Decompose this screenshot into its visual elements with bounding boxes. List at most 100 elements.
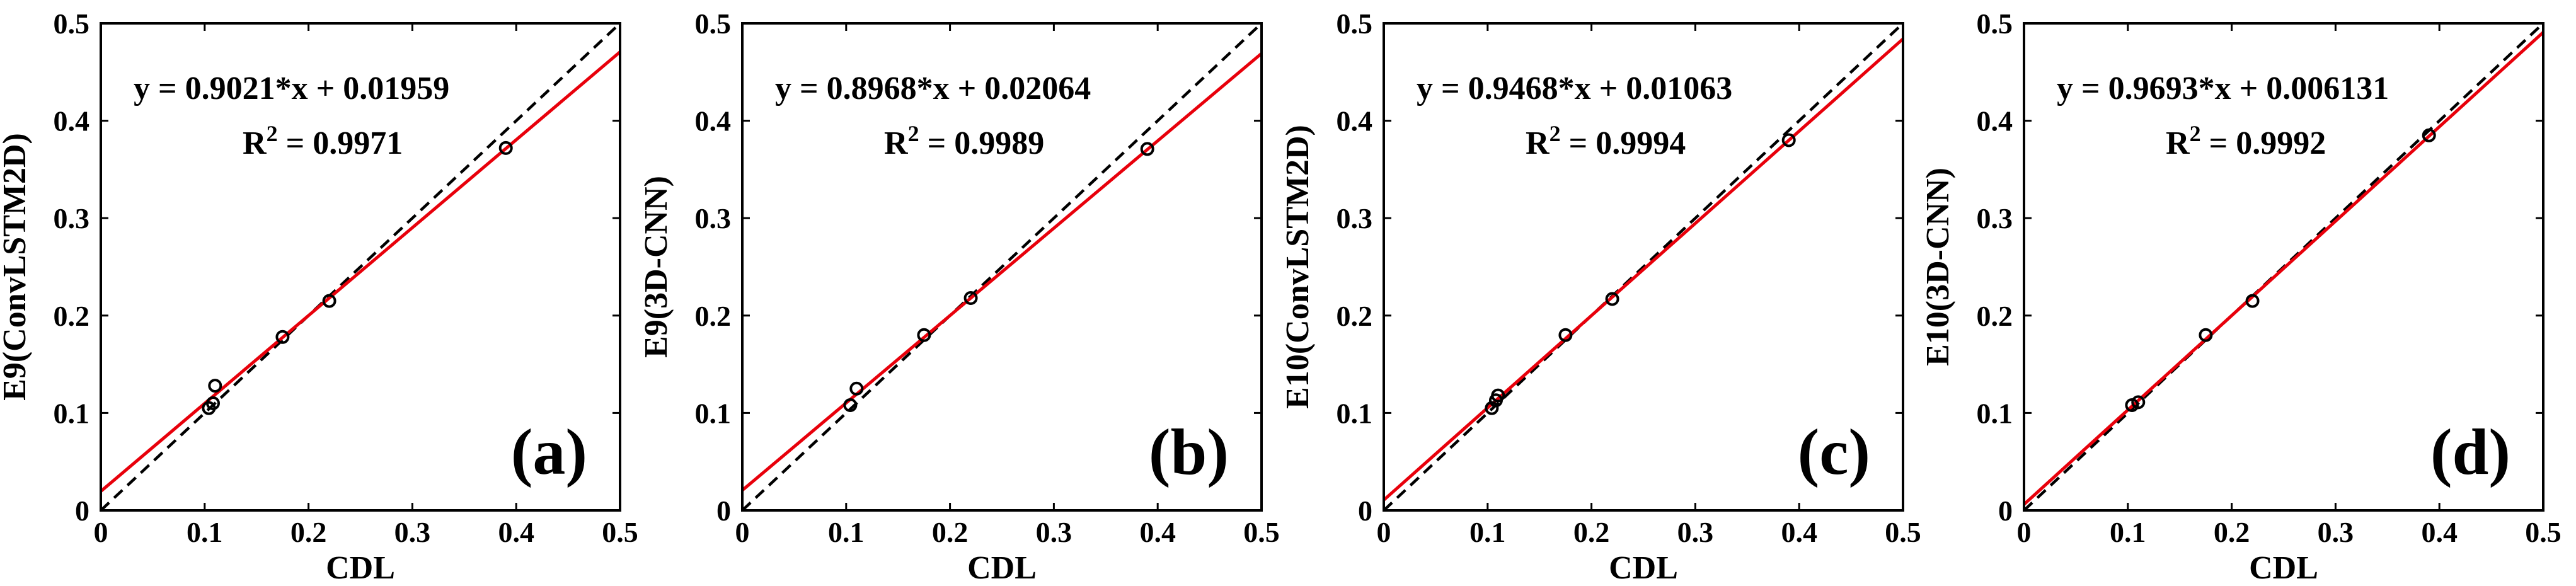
y-tick-label: 0.4 [1337, 105, 1373, 137]
x-tick-label: 0.1 [828, 516, 865, 548]
x-tick-label: 0.4 [498, 516, 534, 548]
y-tick-label: 0.5 [695, 8, 732, 40]
x-tick-label: 0.1 [187, 516, 223, 548]
panel-label: (d) [2430, 416, 2510, 488]
r-squared: R2 = 0.9971 [243, 121, 403, 161]
data-point [1558, 328, 1573, 342]
y-tick-label: 0.3 [1977, 202, 2013, 234]
x-tick-label: 0.2 [932, 516, 969, 548]
y-tick-label: 0.5 [54, 8, 90, 40]
r-squared-superscript: 2 [267, 121, 278, 146]
data-point [2245, 294, 2260, 308]
y-tick-label: 0.1 [54, 397, 90, 429]
fit-equation: y = 0.8968*x + 0.02064 [775, 71, 1091, 106]
x-tick-label: 0.2 [1573, 516, 1610, 548]
data-point [322, 294, 336, 308]
y-axis-label: E9(ConvLSTM2D) [0, 133, 33, 401]
y-tick-label: 0.5 [1337, 8, 1373, 40]
y-tick-label: 0 [1358, 495, 1372, 527]
x-axis-label: CDL [1609, 550, 1678, 586]
y-axis-label: E10(ConvLSTM2D) [1280, 125, 1316, 409]
panel-label: (b) [1149, 416, 1229, 488]
y-tick-label: 0.4 [1977, 105, 2013, 137]
y-tick-label: 0.3 [695, 202, 732, 234]
data-point [843, 398, 858, 413]
x-axis-label: CDL [326, 550, 395, 586]
x-tick-label: 0.5 [2525, 516, 2562, 548]
y-tick-label: 0 [75, 495, 89, 527]
r-squared-superscript: 2 [1550, 121, 1561, 146]
y-tick-label: 0.1 [1337, 397, 1373, 429]
panel-b: 0 0.1 0.2 0.3 0.4 0.5 0 0.1 0.2 0.3 0.4 0.5 y = 0.89… [638, 8, 1280, 586]
r-squared-superscript: 2 [2190, 121, 2201, 146]
y-tick-label: 0 [1998, 495, 2013, 527]
x-tick-label: 0.4 [2421, 516, 2458, 548]
data-point [205, 396, 220, 410]
y-tick-label: 0.1 [695, 397, 732, 429]
y-axis-label: E10(3D-CNN) [1920, 168, 1956, 366]
r-squared: R2 = 0.9992 [2166, 121, 2326, 161]
y-tick-label: 0.2 [54, 300, 90, 332]
axes-frame [1383, 22, 1904, 512]
x-tick-label: 0 [2017, 516, 2032, 548]
r-squared-label: R [884, 125, 909, 161]
r-squared-label: R [2166, 125, 2190, 161]
x-tick-label: 0.4 [1781, 516, 1817, 548]
y-tick-label: 0.1 [1977, 397, 2013, 429]
y-tick-label: 0.4 [54, 105, 90, 137]
y-axis-label: E9(3D-CNN) [638, 176, 674, 358]
data-point [1781, 133, 1796, 147]
r-squared-value: = 0.9971 [278, 125, 403, 161]
x-tick-label: 0.5 [602, 516, 638, 548]
y-tick-label: 0 [716, 495, 731, 527]
panel-label: (c) [1798, 416, 1870, 488]
x-tick-label: 0.1 [2110, 516, 2146, 548]
r-squared: R2 = 0.9989 [884, 121, 1044, 161]
r-squared-superscript: 2 [908, 121, 919, 146]
fit-equation: y = 0.9693*x + 0.006131 [2057, 71, 2389, 106]
data-point [2131, 395, 2146, 410]
x-tick-label: 0.3 [1677, 516, 1714, 548]
r-squared-value: = 0.9994 [1561, 125, 1686, 161]
x-axis-label: CDL [2249, 550, 2318, 586]
fit-equation: y = 0.9468*x + 0.01063 [1417, 71, 1732, 106]
x-tick-label: 0.2 [290, 516, 327, 548]
r-squared-value: = 0.9992 [2201, 125, 2326, 161]
y-tick-label: 0.3 [54, 202, 90, 234]
data-point [963, 290, 978, 305]
data-point [1491, 388, 1505, 403]
fit-line [741, 52, 1263, 492]
panel-d: 0 0.1 0.2 0.3 0.4 0.5 0 0.1 0.2 0.3 0.4 0.5 y = 0.96… [1920, 8, 2562, 586]
data-point [849, 381, 864, 396]
x-tick-label: 0 [735, 516, 750, 548]
x-axis-label: CDL [967, 550, 1037, 586]
identity-line [1383, 22, 1904, 512]
panel-label: (a) [511, 416, 587, 488]
data-point [1140, 142, 1154, 156]
identity-line [741, 22, 1263, 512]
x-tick-label: 0.3 [2318, 516, 2354, 548]
data-point [1605, 292, 1619, 306]
x-tick-label: 0.4 [1139, 516, 1176, 548]
y-tick-label: 0.2 [1977, 300, 2013, 332]
data-point [275, 330, 290, 344]
data-point [2422, 128, 2436, 142]
x-tick-label: 0 [94, 516, 108, 548]
x-tick-label: 0.1 [1469, 516, 1506, 548]
data-point [917, 328, 931, 342]
r-squared-label: R [243, 125, 267, 161]
identity-line [100, 22, 621, 512]
fit-line [1383, 37, 1904, 502]
x-tick-label: 0.2 [2214, 516, 2250, 548]
panel-c: 0 0.1 0.2 0.3 0.4 0.5 0 0.1 0.2 0.3 0.4 0.5 y = 0.94… [1280, 8, 1921, 586]
y-tick-label: 0.3 [1337, 202, 1373, 234]
y-tick-label: 0.4 [695, 105, 732, 137]
panel-a: 0 0.1 0.2 0.3 0.4 0.5 0 0.1 0.2 0.3 0.4 0.5 y = 0.90… [0, 8, 638, 586]
axes-frame [2023, 22, 2544, 512]
x-tick-label: 0.3 [394, 516, 431, 548]
y-tick-label: 0.2 [695, 300, 732, 332]
y-tick-label: 0.5 [1977, 8, 2013, 40]
r-squared-label: R [1526, 125, 1550, 161]
x-tick-label: 0 [1377, 516, 1391, 548]
x-tick-label: 0.5 [1885, 516, 1921, 548]
